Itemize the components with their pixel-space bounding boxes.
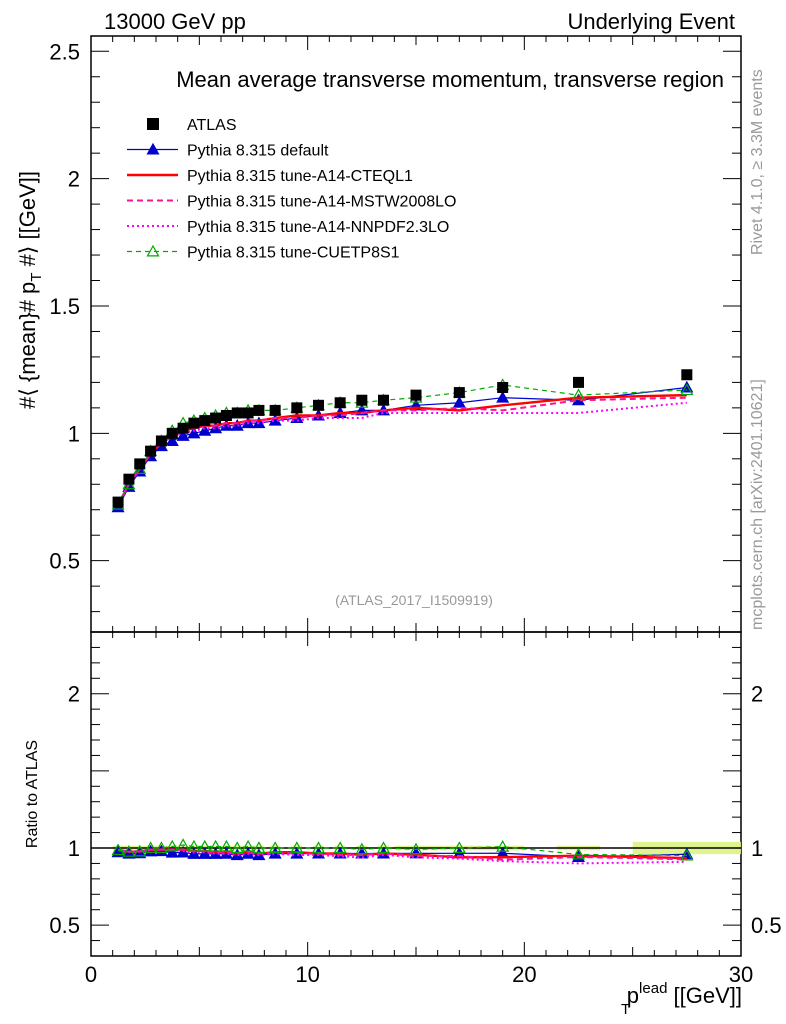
legend-marker-atlas: [147, 118, 159, 130]
atlas-data-point: [313, 400, 324, 411]
atlas-data-point: [378, 395, 389, 406]
marker-default: [497, 392, 508, 402]
y-tick-label: 2.5: [49, 39, 80, 64]
atlas-data-point: [123, 474, 134, 485]
y-tick-label: 2: [68, 167, 80, 192]
y-tick-label: 0.5: [49, 549, 80, 574]
y-axis-label-sub: T: [28, 273, 45, 282]
atlas-data-point: [253, 405, 264, 416]
atlas-data-point: [411, 390, 422, 401]
ratio-y-tick-label-right: 2: [751, 682, 763, 707]
atlas-data-point: [167, 428, 178, 439]
atlas-data-point: [497, 382, 508, 393]
atlas-data-point: [134, 458, 145, 469]
y-axis-label: #⟨ {mean}# pT #⟩ [[GeV]]: [15, 171, 45, 409]
atlas-data-point: [270, 405, 281, 416]
x-tick-label: 20: [512, 962, 536, 987]
atlas-data-point: [199, 415, 210, 426]
atlas-data-point: [232, 407, 243, 418]
atlas-data-point: [681, 369, 692, 380]
legend-label: ATLAS: [187, 117, 237, 134]
series-line-default: [118, 387, 687, 507]
atlas-data-point: [335, 397, 346, 408]
atlas-data-point: [178, 423, 189, 434]
ratio-panel-series: [91, 839, 741, 863]
plot-title: Mean average transverse momentum, transv…: [176, 67, 724, 92]
x-axis-label: plead [[GeV]]: [627, 980, 742, 1008]
x-axis-label-sub: T: [621, 1001, 630, 1018]
ratio-y-tick-label: 0.5: [49, 913, 80, 938]
atlas-data-point: [291, 402, 302, 413]
x-axis-label-end: [[GeV]]: [667, 983, 742, 1008]
x-axis-label-sup: lead: [639, 980, 667, 997]
ratio-y-tick-label: 2: [68, 682, 80, 707]
mcplots-label: mcplots.cern.ch [arXiv:2401.10621]: [749, 379, 766, 630]
ratio-panel-axes: 0 10 20 30 0.5 0.5 1 1 2 2: [49, 632, 781, 987]
ratio-marker-cuetp: [178, 839, 189, 849]
plot-canvas: 13000 GeV pp Underlying Event Rivet 4.1.…: [0, 0, 786, 1024]
y-tick-label: 1.5: [49, 294, 80, 319]
atlas-data-point: [210, 413, 221, 424]
ratio-marker-cuetp: [573, 849, 584, 859]
legend: ATLAS Pythia 8.315 default Pythia 8.315 tu…: [127, 117, 456, 262]
atlas-data-point: [188, 418, 199, 429]
legend-label: Pythia 8.315 tune-A14-MSTW2008LO: [187, 194, 456, 211]
legend-label: Pythia 8.315 tune-A14-NNPDF2.3LO: [187, 219, 449, 236]
atlas-data-point: [221, 410, 232, 421]
x-tick-label: 10: [295, 962, 319, 987]
main-panel-series: [113, 369, 693, 511]
ratio-y-tick-label: 1: [68, 836, 80, 861]
y-axis-label-end: #⟩ [[GeV]]: [15, 171, 40, 273]
ratio-y-label: Ratio to ATLAS: [24, 740, 41, 848]
atlas-data-point: [156, 435, 167, 446]
header-left: 13000 GeV pp: [104, 9, 246, 34]
legend-label: Pythia 8.315 tune-CUETP8S1: [187, 245, 400, 262]
header-right: Underlying Event: [567, 9, 735, 34]
atlas-data-point: [243, 407, 254, 418]
atlas-data-point: [573, 377, 584, 388]
y-axis-label-main: #⟨ {mean}# p: [15, 282, 40, 409]
legend-label: Pythia 8.315 tune-A14-CTEQL1: [187, 168, 413, 185]
atlas-data-point: [113, 497, 124, 508]
analysis-id: (ATLAS_2017_I1509919): [335, 592, 493, 608]
x-tick-label: 0: [85, 962, 97, 987]
atlas-data-point: [356, 395, 367, 406]
atlas-data-point: [454, 387, 465, 398]
legend-label: Pythia 8.315 default: [187, 143, 329, 160]
ratio-y-tick-label-right: 0.5: [751, 913, 782, 938]
rivet-label: Rivet 4.1.0, ≥ 3.3M events: [749, 69, 766, 255]
ratio-y-tick-label-right: 1: [751, 836, 763, 861]
atlas-data-point: [145, 446, 156, 457]
series-line-cuetp: [118, 385, 687, 505]
y-tick-label: 1: [68, 421, 80, 446]
ratio-panel-frame: [91, 632, 741, 956]
